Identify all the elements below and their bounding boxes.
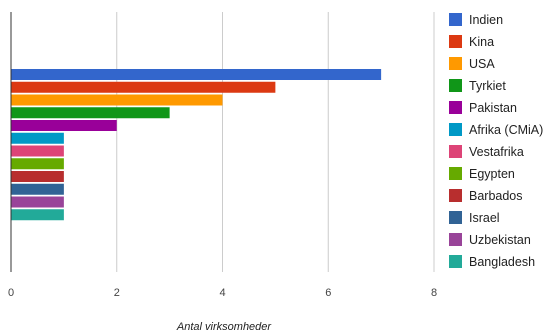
gridlines: [116, 12, 435, 272]
legend-swatch-indien: [449, 13, 462, 26]
legend-label-indien: Indien: [469, 13, 503, 27]
legend-label-egypten: Egypten: [469, 167, 515, 181]
bar-vestafrika[interactable]: [11, 145, 64, 157]
bar-kina[interactable]: [11, 81, 276, 93]
legend-label-tyrkiet: Tyrkiet: [469, 79, 506, 93]
legend-swatch-barbados: [449, 189, 462, 202]
legend-swatch-israel: [449, 211, 462, 224]
legend-label-usa: USA: [469, 57, 495, 71]
legend-label-uzbekistan: Uzbekistan: [469, 233, 531, 247]
legend-label-israel: Israel: [469, 211, 500, 225]
legend-swatch-kina: [449, 35, 462, 48]
bars: [11, 69, 382, 221]
bar-indien[interactable]: [11, 69, 382, 80]
bar-afrika-cmia[interactable]: [11, 132, 64, 144]
x-tick-label-1: 2: [114, 287, 120, 299]
legend-label-vestafrika: Vestafrika: [469, 145, 524, 159]
legend-swatch-usa: [449, 57, 462, 70]
bar-bangladesh[interactable]: [11, 209, 64, 221]
legend: Indien Kina USA Tyrkiet Pakistan Afrika (CMiA…: [449, 13, 543, 269]
legend-swatch-egypten: [449, 167, 462, 180]
legend-swatch-vestafrika: [449, 145, 462, 158]
x-axis-title: Antal virksomheder: [176, 321, 272, 332]
bar-israel[interactable]: [11, 183, 64, 195]
x-tick-labels: 0 2 4 6 8: [8, 287, 437, 299]
legend-swatch-bangladesh: [449, 255, 462, 268]
bar-egypten[interactable]: [11, 158, 64, 170]
x-tick-label-2: 4: [219, 287, 225, 299]
bar-barbados[interactable]: [11, 171, 64, 182]
legend-label-bangladesh: Bangladesh: [469, 255, 535, 269]
bar-pakistan[interactable]: [11, 120, 117, 131]
x-tick-label-3: 6: [325, 287, 331, 299]
legend-swatch-tyrkiet: [449, 79, 462, 92]
bar-tyrkiet[interactable]: [11, 107, 170, 119]
bar-usa[interactable]: [11, 94, 223, 106]
legend-label-afrika-cmia: Afrika (CMiA): [469, 123, 543, 137]
legend-label-barbados: Barbados: [469, 189, 523, 203]
legend-swatch-pakistan: [449, 101, 462, 114]
bar-uzbekistan[interactable]: [11, 196, 64, 208]
legend-swatch-afrika-cmia: [449, 123, 462, 136]
x-tick-label-0: 0: [8, 287, 14, 299]
legend-label-pakistan: Pakistan: [469, 101, 517, 115]
legend-swatch-uzbekistan: [449, 233, 462, 246]
x-tick-label-4: 8: [431, 287, 437, 299]
legend-label-kina: Kina: [469, 35, 494, 49]
